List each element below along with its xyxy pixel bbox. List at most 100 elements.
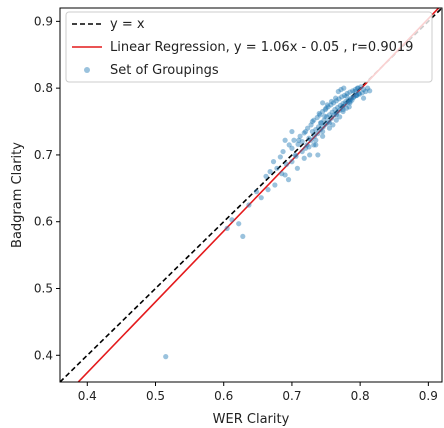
scatter-point (367, 88, 373, 94)
scatter-point (365, 85, 371, 91)
scatter-point (309, 118, 315, 125)
scatter-point (317, 126, 324, 133)
scatter-point (322, 113, 328, 119)
scatter-point (348, 95, 354, 101)
x-tick-label: 0.5 (146, 389, 165, 403)
scatter-point (325, 104, 331, 110)
scatter-point (289, 145, 295, 151)
scatter-point (352, 86, 358, 93)
y-tick-label: 0.7 (34, 148, 53, 162)
scatter-point (346, 104, 352, 110)
scatter-point (291, 137, 297, 143)
x-tick-label: 0.6 (214, 389, 233, 403)
x-tick-label: 0.8 (351, 389, 370, 403)
scatter-point (282, 137, 288, 143)
scatter-point (320, 124, 326, 130)
x-axis-ticks: 0.4 0.5 0.6 0.7 0.8 0.9 (78, 382, 438, 403)
scatter-point (360, 86, 367, 93)
scatter-point (342, 101, 348, 107)
x-tick-label: 0.7 (282, 389, 301, 403)
scatter-point (336, 96, 342, 102)
scatter-point (229, 217, 235, 223)
scatter-point (341, 92, 348, 99)
y-tick-label: 0.6 (34, 215, 53, 229)
y-tick-label: 0.4 (34, 348, 53, 362)
scatter-point (338, 86, 344, 93)
scatter-point (334, 110, 340, 116)
x-axis-label: WER Clarity (213, 412, 290, 427)
scatter-point (316, 110, 322, 117)
scatter-point (322, 106, 328, 113)
scatter-point (293, 153, 299, 159)
x-tick-label: 0.4 (78, 389, 97, 403)
scatter-point (282, 172, 288, 178)
scatter-point (345, 97, 352, 103)
scatter-point (333, 117, 339, 123)
scatter-point (328, 102, 334, 108)
scatter-point (285, 177, 292, 183)
scatter-point (347, 100, 353, 106)
scatter-point (317, 112, 323, 118)
scatter-point (354, 85, 361, 91)
scatter-point (286, 142, 292, 148)
scatter-point (311, 133, 318, 139)
identity-line (60, 8, 442, 382)
scatter-point (326, 125, 333, 131)
scatter-point (320, 128, 326, 135)
scatter-point (331, 112, 337, 118)
scatter-point (279, 171, 285, 177)
scatter-point (274, 165, 280, 171)
scatter-point (341, 85, 347, 91)
scatter-point (318, 120, 324, 126)
scatter-point (306, 135, 312, 141)
scatter-point (332, 106, 338, 113)
scatter-point (347, 89, 353, 95)
scatter-point (308, 137, 314, 143)
scatter-point (353, 92, 359, 99)
scatter-point (333, 98, 339, 104)
legend-label-groupings: Set of Groupings (110, 63, 219, 78)
scatter-point (294, 165, 300, 171)
scatter-point (302, 145, 309, 151)
scatter-point (265, 187, 271, 193)
scatter-point (356, 90, 362, 97)
legend-label-regression-line: Linear Regression, y = 1.06x - 0.05 , r=… (110, 40, 413, 55)
scatter-point (315, 130, 321, 137)
scatter-point (326, 120, 333, 126)
scatter-point (335, 104, 341, 111)
scatter-point (345, 99, 351, 105)
scatter-point (343, 98, 349, 105)
scatter-point (270, 159, 277, 165)
scatter-point (263, 173, 269, 179)
scatter-point (358, 84, 364, 90)
scatter-point (330, 100, 337, 106)
scatter-point (333, 112, 339, 118)
scatter-point (313, 126, 319, 133)
scatter-point (311, 142, 317, 148)
scatter-point (163, 354, 169, 360)
scatter-point (337, 114, 343, 120)
scatter-point (306, 144, 312, 150)
scatter-point (351, 94, 357, 100)
scatter-point (350, 88, 356, 94)
scatter-point (315, 124, 322, 130)
scatter-point (224, 225, 230, 231)
scatter-point (339, 94, 345, 100)
scatter-point (363, 88, 369, 95)
scatter-point (311, 117, 317, 123)
scatter-point (332, 95, 339, 101)
scatter-point (317, 120, 324, 126)
scatter-point (283, 161, 290, 167)
scatter-point (324, 114, 330, 120)
scatter-point (320, 108, 326, 115)
scatter-point (343, 93, 350, 99)
scatter-point (253, 189, 260, 195)
scatter-point (236, 221, 242, 227)
scatter-point (289, 159, 295, 165)
scatter-point (258, 195, 264, 201)
y-axis-ticks: 0.4 0.5 0.6 0.7 0.8 0.9 (34, 14, 60, 362)
scatter-point (354, 92, 360, 98)
scatter-point (301, 130, 307, 136)
scatter-point (340, 108, 346, 115)
scatter-point (326, 112, 333, 118)
